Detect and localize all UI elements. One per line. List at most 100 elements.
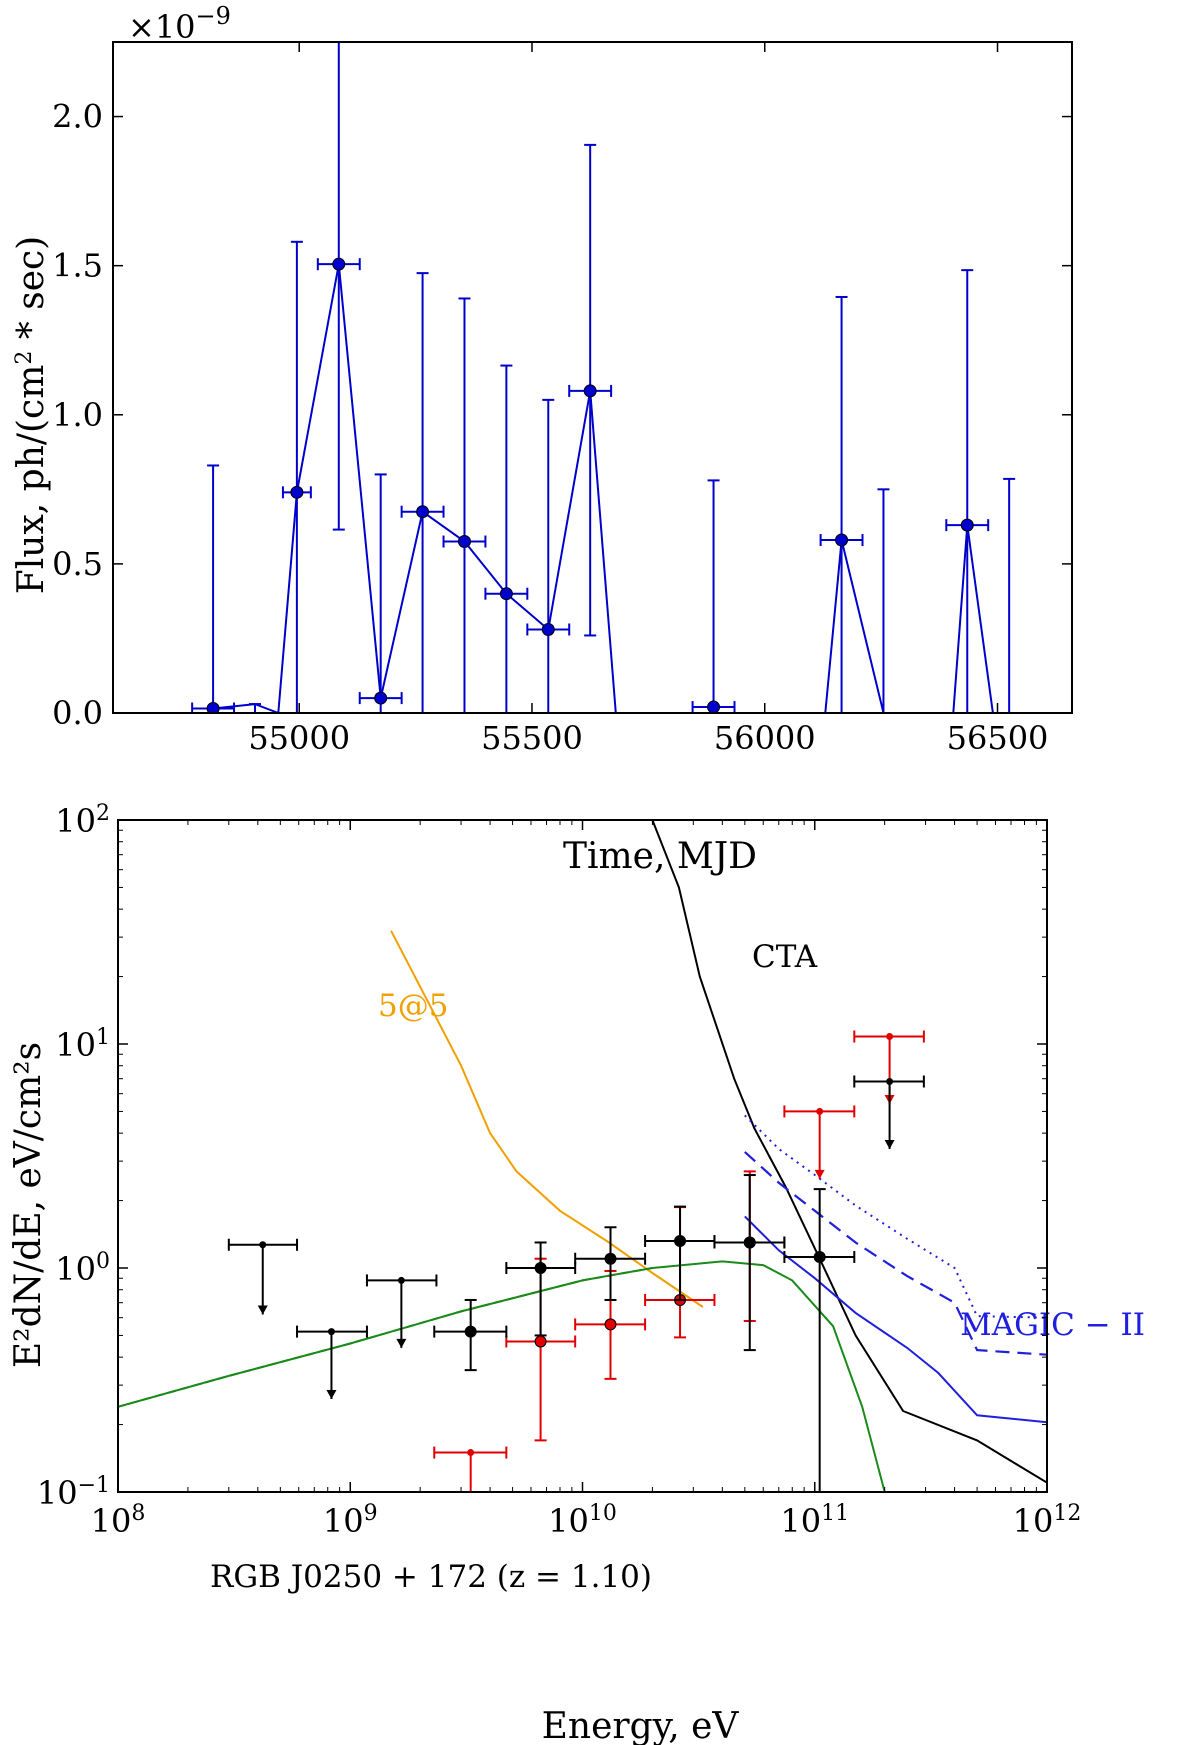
flux-point-4 <box>400 272 445 713</box>
red-upper-limit-1-marker <box>816 1107 824 1115</box>
flux-marker <box>374 691 388 705</box>
black-point-4 <box>713 1174 786 1352</box>
black-upper-limit-0-arrow-head <box>257 1305 268 1315</box>
flux-point-0 <box>191 464 236 713</box>
flux-point-13 <box>877 488 890 713</box>
magic-label: MAGIC − II <box>960 1307 1145 1343</box>
flux-point-10 <box>819 295 864 713</box>
black-upper-limit-2-arrow-head <box>396 1338 407 1348</box>
top-ytick-label: 0.0 <box>52 694 103 732</box>
top-x-axis-label: Time, MJD <box>563 836 757 877</box>
black-upper-limit-0-marker <box>259 1241 267 1249</box>
flux-line-segment-3 <box>952 524 994 713</box>
bottom-ytick-label: 10−1 <box>37 1473 110 1513</box>
flux-point-11 <box>945 269 990 713</box>
flux-marker <box>960 518 974 532</box>
top-axes-frame <box>112 41 1073 714</box>
black-upper-limit-3 <box>853 1075 925 1149</box>
cta-label: CTA <box>752 939 818 975</box>
bottom-xtick-label: 108 <box>91 1501 146 1541</box>
model-spectrum-dashed <box>118 1267 653 1408</box>
top-xtick-label: 56500 <box>947 719 1049 757</box>
bottom-xtick-label: 1011 <box>780 1501 849 1541</box>
flux-marker <box>499 587 513 601</box>
red-upper-limit-1 <box>783 1105 856 1179</box>
bottom-ytick-label: 101 <box>55 1025 110 1065</box>
black-point-2 <box>574 1226 647 1301</box>
bottom-plot-area: 108 109 1010 1011 1012 10−1 100 101 102 <box>37 801 1082 1541</box>
flux-point-14 <box>1003 477 1016 713</box>
flux-line-segment-1 <box>212 264 617 713</box>
flux-marker <box>206 702 220 713</box>
cta-sensitivity-curve <box>651 820 1047 1484</box>
red-point-0-marker <box>534 1335 547 1348</box>
black-upper-limit-3-arrow-head <box>884 1139 895 1149</box>
red-upper-limit-0 <box>433 1446 508 1520</box>
top-ytick-label: 2.0 <box>52 98 103 136</box>
black-point-3 <box>644 1205 716 1301</box>
black-upper-limit-3-marker <box>886 1078 894 1086</box>
black-point-0-marker <box>464 1325 477 1338</box>
black-upper-limit-2 <box>365 1274 438 1348</box>
top-xtick-label: 56000 <box>714 719 816 757</box>
black-point-1 <box>505 1241 577 1337</box>
black-point-5-marker <box>813 1250 826 1263</box>
black-point-2-marker <box>604 1252 617 1265</box>
bottom-y-axis-label: E²dN/dE, eV/cm²s <box>8 1042 49 1368</box>
black-upper-limit-1 <box>296 1325 368 1400</box>
red-upper-limit-0-marker <box>467 1449 475 1457</box>
top-ytick-label: 1.5 <box>52 247 103 285</box>
bottom-xtick-label: 1012 <box>1013 1501 1082 1541</box>
flux-point-9 <box>691 479 736 713</box>
flux-marker <box>583 384 597 398</box>
flux-point-6 <box>484 364 529 713</box>
top-data-layer <box>191 42 1016 713</box>
flux-point-7 <box>526 398 571 713</box>
top-y-axis-label: Flux, ph/(cm2 * sec) <box>11 236 52 594</box>
black-point-5 <box>783 1188 856 1492</box>
top-xtick-label: 55500 <box>481 719 583 757</box>
flux-marker <box>290 485 304 499</box>
bottom-ytick-label: 100 <box>55 1249 110 1289</box>
flux-point-8 <box>568 143 613 637</box>
bottom-xtick-label: 109 <box>323 1501 378 1541</box>
red-upper-limit-1-arrow-head <box>814 1169 825 1179</box>
top-ytick-label: 1.0 <box>52 396 103 434</box>
flux-marker <box>541 622 555 636</box>
flux-marker <box>332 257 346 271</box>
flux-point-1 <box>281 240 312 713</box>
flux-marker <box>707 700 721 713</box>
black-upper-limit-1-arrow-head <box>326 1390 337 1400</box>
bottom-axes-frame <box>117 819 1048 1493</box>
flux-point-5 <box>442 297 487 713</box>
black-upper-limit-0 <box>227 1238 299 1315</box>
source-label: RGB J0250 + 172 (z = 1.10) <box>210 1559 652 1595</box>
black-point-4-marker <box>743 1236 756 1249</box>
flux-point-12 <box>248 703 261 713</box>
red-upper-limit-0-arrow-head <box>466 1511 476 1520</box>
flux-point-3 <box>358 473 403 713</box>
top-xtick-label: 55000 <box>248 719 350 757</box>
five-at-five-label: 5@5 <box>378 988 448 1024</box>
flux-point-2 <box>316 42 361 531</box>
black-upper-limit-2-marker <box>397 1276 405 1284</box>
black-point-0 <box>433 1298 508 1372</box>
red-point-1-marker <box>604 1318 617 1331</box>
black-point-1-marker <box>534 1262 547 1274</box>
flux-marker <box>457 535 471 549</box>
flux-marker <box>835 533 849 547</box>
bottom-panel: Energy, eV E²dN/dE, eV/cm²s CTA 5@5 MAGI… <box>8 939 1145 1745</box>
red-upper-limit-2-marker <box>886 1033 894 1041</box>
bottom-xtick-label: 1010 <box>548 1501 617 1541</box>
bottom-data-layer <box>118 820 1047 1520</box>
top-y-scale-factor: ×10−9 <box>128 2 231 46</box>
bottom-ytick-label: 102 <box>55 801 110 841</box>
black-point-3-marker <box>674 1234 687 1247</box>
model-spectrum-curve <box>118 1260 886 1492</box>
magic-curve-dashed <box>744 1151 1047 1356</box>
black-upper-limit-1-marker <box>327 1328 335 1336</box>
flux-marker <box>416 505 430 519</box>
five-at-five-curve <box>390 930 704 1308</box>
top-ytick-label: 0.5 <box>52 545 103 583</box>
